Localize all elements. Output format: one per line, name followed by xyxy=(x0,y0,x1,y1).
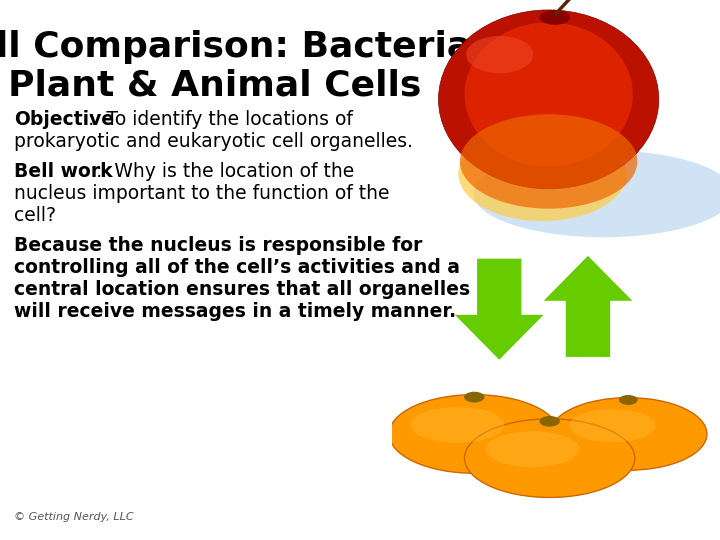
Ellipse shape xyxy=(389,395,559,473)
Text: Bell work: Bell work xyxy=(14,162,112,181)
Circle shape xyxy=(539,416,560,427)
Text: Cell Comparison: Bacteria,: Cell Comparison: Bacteria, xyxy=(0,30,485,64)
Circle shape xyxy=(464,392,485,402)
Text: Objective: Objective xyxy=(14,110,114,129)
Text: :  To identify the locations of: : To identify the locations of xyxy=(88,110,353,129)
Ellipse shape xyxy=(570,409,656,442)
Text: © Getting Nerdy, LLC: © Getting Nerdy, LLC xyxy=(14,512,134,522)
Ellipse shape xyxy=(474,150,720,237)
Ellipse shape xyxy=(466,36,534,73)
Ellipse shape xyxy=(539,10,570,25)
Ellipse shape xyxy=(464,22,633,166)
Text: cell?: cell? xyxy=(14,206,56,225)
Text: nucleus important to the function of the: nucleus important to the function of the xyxy=(14,184,390,203)
Text: central location ensures that all organelles: central location ensures that all organe… xyxy=(14,280,470,299)
Text: Plant & Animal Cells: Plant & Animal Cells xyxy=(9,68,422,102)
Ellipse shape xyxy=(410,407,504,443)
Ellipse shape xyxy=(464,419,635,497)
Circle shape xyxy=(618,395,638,405)
Ellipse shape xyxy=(459,127,626,221)
Text: controlling all of the cell’s activities and a: controlling all of the cell’s activities… xyxy=(14,258,460,277)
Ellipse shape xyxy=(549,397,707,470)
FancyArrow shape xyxy=(544,256,632,357)
Text: will receive messages in a timely manner.: will receive messages in a timely manner… xyxy=(14,302,456,321)
Ellipse shape xyxy=(460,114,637,208)
FancyArrow shape xyxy=(455,259,544,360)
Text: Because the nucleus is responsible for: Because the nucleus is responsible for xyxy=(14,236,423,255)
Text: :  Why is the location of the: : Why is the location of the xyxy=(96,162,354,181)
Text: prokaryotic and eukaryotic cell organelles.: prokaryotic and eukaryotic cell organell… xyxy=(14,132,413,151)
Ellipse shape xyxy=(438,10,659,189)
Ellipse shape xyxy=(486,431,580,467)
